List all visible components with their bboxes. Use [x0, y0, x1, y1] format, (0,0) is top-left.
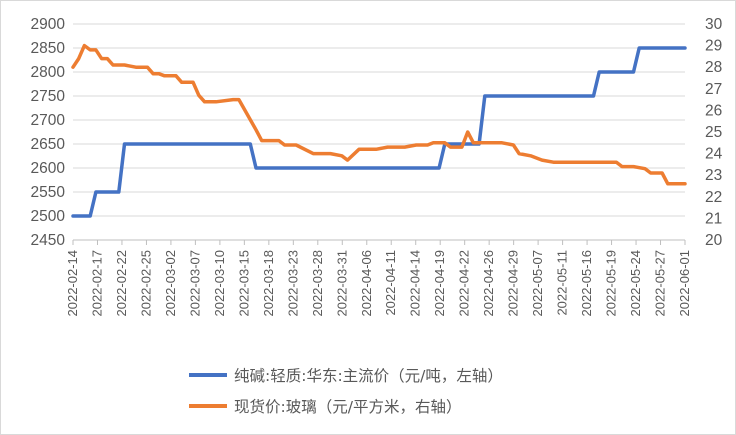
- x-tick-label: 2022-04-14: [408, 250, 423, 317]
- legend: 纯碱:轻质:华东:主流价（元/吨，左轴） 现货价:玻璃（元/平方米，右轴）: [189, 367, 503, 416]
- x-tick-label: 2022-03-23: [285, 250, 300, 317]
- legend-label: 现货价:玻璃（元/平方米，右轴）: [234, 398, 461, 416]
- x-tick-label: 2022-03-07: [187, 250, 202, 317]
- left-y-axis: 2450 2500 2550 2600 2650 2700 2750 2800 2850 2900: [31, 16, 66, 249]
- x-tick-label: 2022-05-24: [628, 250, 643, 317]
- left-y-tick-label: 2600: [31, 160, 66, 177]
- left-y-tick-label: 2650: [31, 136, 66, 153]
- series-line-glass: [71, 43, 687, 186]
- x-tick-label: 2022-05-19: [604, 250, 619, 317]
- x-tick-label: 2022-02-25: [138, 250, 153, 317]
- x-tick-label: 2022-02-17: [89, 250, 104, 317]
- x-tick-label: 2022-04-11: [383, 250, 398, 316]
- right-y-tick-label: 24: [705, 146, 723, 163]
- legend-label: 纯碱:轻质:华东:主流价（元/吨，左轴）: [234, 367, 503, 385]
- x-tick-label: 2022-04-19: [432, 250, 447, 317]
- x-tick-label: 2022-02-22: [114, 250, 129, 317]
- x-tick-label: 2022-04-06: [359, 250, 374, 317]
- right-y-tick-label: 29: [705, 38, 722, 55]
- x-tick-label: 2022-06-01: [677, 250, 692, 317]
- right-y-tick-label: 20: [705, 232, 723, 249]
- x-tick-label: 2022-03-10: [212, 250, 227, 317]
- x-tick-label: 2022-04-22: [457, 250, 472, 317]
- gridlines: [73, 23, 685, 217]
- right-y-tick-label: 22: [705, 189, 722, 206]
- right-y-axis: 20 21 22 23 24 25 26 27 28 29 30: [705, 16, 723, 249]
- series-line-soda-ash: [71, 46, 687, 218]
- x-tick-label: 2022-05-27: [653, 250, 668, 317]
- left-y-tick-label: 2800: [31, 64, 66, 81]
- x-tick-label: 2022-03-02: [163, 250, 178, 317]
- x-tick-label: 2022-04-29: [506, 250, 521, 317]
- right-y-tick-label: 23: [705, 167, 722, 184]
- x-axis: 2022-02-14 2022-02-17 2022-02-22 2022-02-25…: [65, 239, 692, 317]
- right-y-tick-label: 27: [705, 81, 722, 98]
- left-y-tick-label: 2700: [31, 112, 66, 129]
- x-tick-label: 2022-03-18: [261, 250, 276, 317]
- left-y-tick-label: 2550: [31, 184, 66, 201]
- right-y-tick-label: 21: [705, 210, 722, 227]
- right-y-tick-label: 30: [705, 16, 723, 33]
- x-tick-label: 2022-03-31: [334, 250, 349, 317]
- x-tick-label: 2022-04-26: [481, 250, 496, 317]
- left-y-tick-label: 2750: [31, 88, 66, 105]
- series-layer: [71, 43, 687, 218]
- right-y-tick-label: 28: [705, 59, 722, 76]
- x-tick-label: 2022-02-14: [65, 250, 80, 317]
- x-tick-label: 2022-03-28: [310, 250, 325, 317]
- right-y-tick-label: 26: [705, 102, 722, 119]
- x-tick-label: 2022-05-11: [555, 250, 570, 316]
- x-tick-label: 2022-03-15: [236, 250, 251, 317]
- x-tick-label: 2022-05-16: [579, 250, 594, 317]
- left-y-tick-label: 2900: [31, 16, 66, 33]
- x-tick-label: 2022-05-07: [530, 250, 545, 317]
- left-y-tick-label: 2450: [31, 232, 66, 249]
- right-y-tick-label: 25: [705, 124, 722, 141]
- left-y-tick-label: 2850: [31, 40, 66, 57]
- left-y-tick-label: 2500: [31, 208, 66, 225]
